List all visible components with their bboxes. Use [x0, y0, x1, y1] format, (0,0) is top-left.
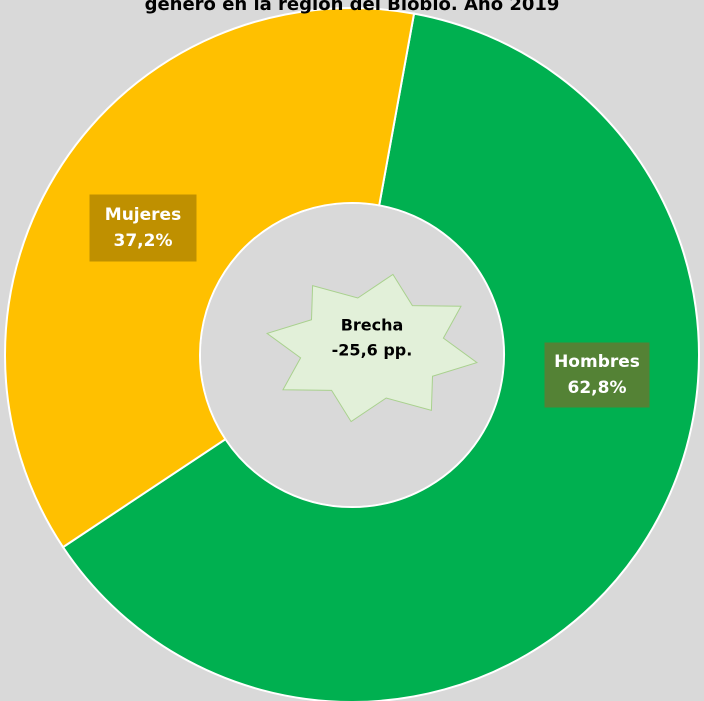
star-shape	[266, 273, 478, 423]
slices	[4, 7, 700, 701]
annotation: -25,6 pp.	[332, 341, 413, 360]
label-box	[89, 194, 197, 262]
annotation: Brecha	[341, 316, 404, 335]
legend-label: Mujeres	[105, 205, 181, 225]
donut-slice	[61, 12, 700, 701]
label-box	[544, 342, 650, 408]
labels: Hombres 62,8% Mujeres 37,2% Brecha -25,6 pp.	[89, 194, 650, 423]
data-label: 62,8%	[568, 378, 627, 398]
donut-slice	[4, 7, 416, 549]
chart-title: género en la región del Biobío. Año 2019	[145, 0, 560, 15]
legend-label: Hombres	[554, 352, 640, 372]
data-label: 37,2%	[114, 231, 173, 251]
